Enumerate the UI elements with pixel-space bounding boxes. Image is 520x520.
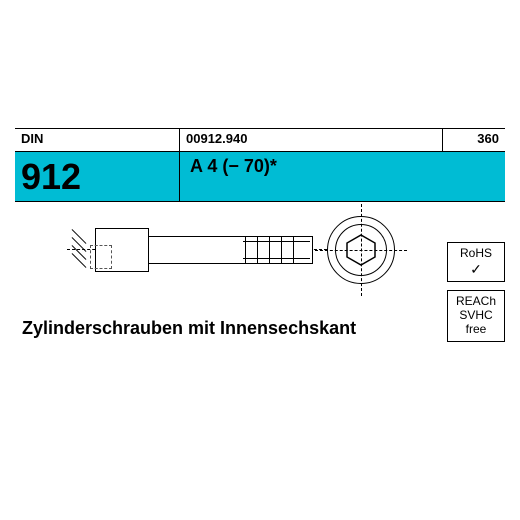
header-right-number: 360 xyxy=(443,129,505,151)
hex-end-view xyxy=(325,214,397,286)
socket-recess xyxy=(90,245,112,269)
material-spec: A 4 (− 70)* xyxy=(180,152,505,201)
drive-hatch xyxy=(73,232,89,268)
header-din-label: DIN xyxy=(15,129,180,151)
reach-line2: SVHC xyxy=(450,309,502,323)
reach-badge: REACh SVHC free xyxy=(447,290,505,342)
hex-socket-icon xyxy=(345,234,377,266)
screw-shank xyxy=(149,236,243,264)
screw-thread xyxy=(243,236,313,264)
technical-drawing xyxy=(15,202,425,312)
product-subtitle: Zylinderschrauben mit Innensechskant xyxy=(22,318,356,339)
din-number: 912 xyxy=(15,152,180,201)
screw-head xyxy=(95,228,149,272)
check-icon: ✓ xyxy=(450,261,502,277)
product-card: DIN 00912.940 360 912 A 4 (− 70)* xyxy=(0,0,520,520)
rohs-badge: RoHS ✓ xyxy=(447,242,505,282)
rohs-label: RoHS xyxy=(450,247,502,261)
reach-line1: REACh xyxy=(450,295,502,309)
header-row: DIN 00912.940 360 xyxy=(15,128,505,152)
screw-side-view xyxy=(95,222,305,278)
main-row: 912 A 4 (− 70)* xyxy=(15,152,505,202)
reach-line3: free xyxy=(450,323,502,337)
header-code: 00912.940 xyxy=(180,129,443,151)
